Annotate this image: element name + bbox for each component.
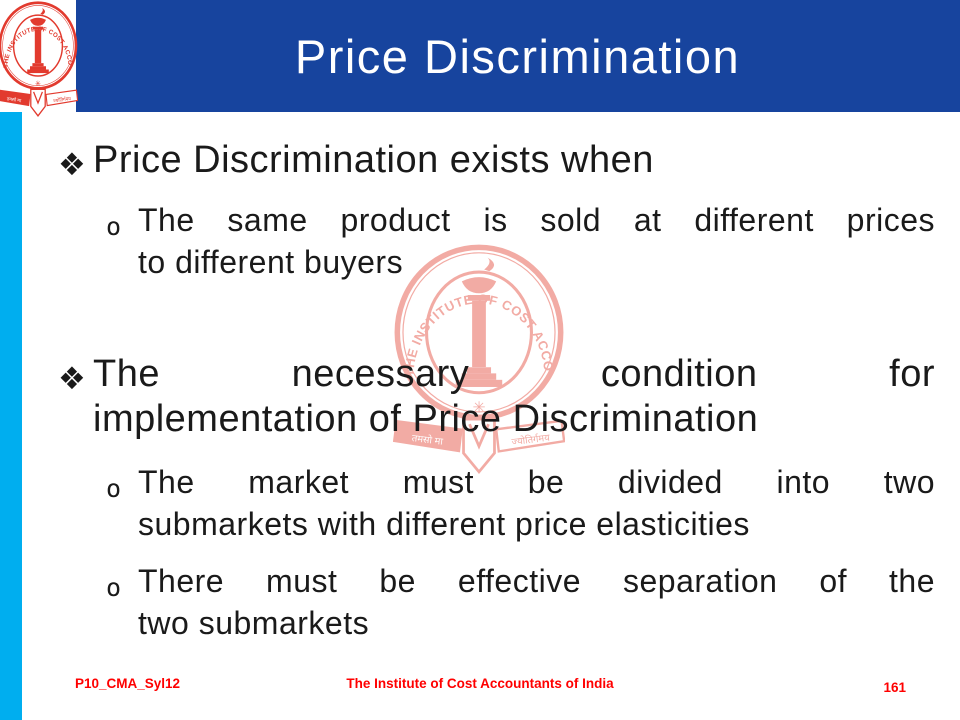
bullet-item: o There must be effective separation of … — [0, 560, 935, 644]
bullet-line: to different buyers — [138, 244, 404, 280]
slide-title: Price Discrimination — [294, 29, 741, 83]
bullet-line: There must be effective separation of th… — [138, 563, 935, 599]
page-number: 161 — [883, 680, 906, 695]
bullet-item: o The market must be divided into two su… — [0, 461, 935, 545]
footer-course-code: P10_CMA_Syl12 — [75, 676, 181, 691]
bullet-item: ❖ Price Discrimination exists when — [0, 138, 935, 183]
bullet-item: ❖ The necessary condition for implementa… — [0, 352, 935, 442]
diamond-bullet-icon: ❖ — [58, 361, 87, 397]
title-bar: Price Discrimination — [0, 0, 960, 112]
bullet-line: The market must be divided into two — [138, 464, 935, 500]
footer-institute-name: The Institute of Cost Accountants of Ind… — [346, 676, 614, 691]
diamond-bullet-icon: ❖ — [58, 147, 87, 183]
bullet-line: The same product is sold at different pr… — [138, 202, 935, 238]
circle-bullet-icon: o — [106, 474, 122, 503]
bullet-item: o The same product is sold at different … — [0, 199, 935, 283]
bullet-line: two submarkets — [138, 605, 370, 641]
institute-logo-icon — [0, 1, 78, 121]
slide-footer: P10_CMA_Syl12 The Institute of Cost Acco… — [0, 672, 960, 698]
bullet-line: implementation of Price Discrimination — [93, 398, 759, 440]
bullet-line: Price Discrimination exists when — [93, 139, 654, 181]
circle-bullet-icon: o — [106, 212, 122, 241]
left-accent-bar — [0, 112, 22, 720]
bullet-line: The necessary condition for — [93, 353, 935, 395]
circle-bullet-icon: o — [106, 573, 122, 602]
bullet-line: submarkets with different price elastici… — [138, 506, 750, 542]
